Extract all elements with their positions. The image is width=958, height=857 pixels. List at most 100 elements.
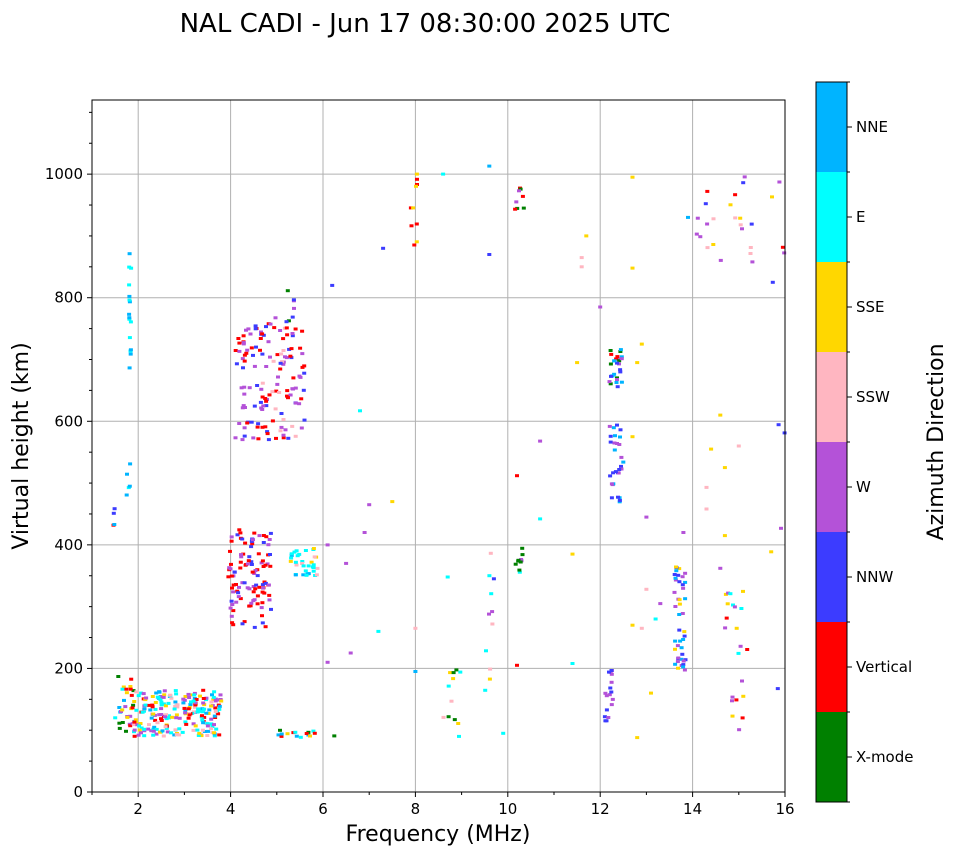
echo-mark <box>612 441 617 445</box>
echo-mark <box>231 590 236 594</box>
echo-mark <box>234 362 239 366</box>
echo-mark <box>249 539 254 543</box>
echo-mark <box>245 421 250 425</box>
echo-mark <box>613 434 617 438</box>
echo-mark <box>258 348 262 352</box>
echo-mark <box>242 581 247 585</box>
echo-mark <box>293 327 298 331</box>
echo-mark <box>487 612 491 616</box>
echo-mark <box>159 713 164 716</box>
echo-mark <box>737 728 742 732</box>
echo-mark <box>612 448 617 452</box>
echo-mark <box>288 393 293 397</box>
echo-mark <box>288 354 293 358</box>
echo-mark <box>149 716 154 720</box>
echo-mark <box>312 731 317 735</box>
echo-mark <box>639 342 644 346</box>
echo-mark <box>285 394 289 398</box>
echo-mark <box>311 547 316 550</box>
echo-mark <box>250 570 255 574</box>
echo-mark <box>167 714 171 718</box>
echo-mark <box>136 694 141 698</box>
echo-mark <box>292 550 297 554</box>
echo-mark <box>129 677 134 681</box>
echo-mark <box>229 599 234 603</box>
echo-mark <box>513 207 518 211</box>
echo-mark <box>515 663 519 667</box>
echo-mark <box>287 347 292 351</box>
echo-mark <box>205 734 210 737</box>
echo-mark <box>249 560 254 564</box>
colorbar-label: SSE <box>856 298 885 316</box>
echo-mark <box>240 438 245 442</box>
echo-mark <box>284 326 289 330</box>
echo-mark <box>617 498 622 502</box>
echo-mark <box>263 425 268 429</box>
echo-mark <box>123 705 128 709</box>
echo-mark <box>294 549 299 553</box>
echo-mark <box>608 382 613 386</box>
echo-mark <box>615 442 619 445</box>
echo-mark <box>260 614 264 618</box>
echo-mark <box>266 438 271 442</box>
echo-mark <box>266 543 271 547</box>
echo-mark <box>138 722 143 725</box>
echo-mark <box>446 715 451 719</box>
echo-mark <box>260 395 265 399</box>
echo-mark <box>607 693 612 697</box>
echo-mark <box>609 352 614 356</box>
echo-mark <box>734 698 739 702</box>
echo-mark <box>344 561 349 565</box>
echo-mark <box>290 334 295 338</box>
echo-mark <box>157 690 162 694</box>
echo-mark <box>260 583 265 587</box>
echo-mark <box>733 193 738 197</box>
echo-mark <box>266 583 271 587</box>
echo-mark <box>298 346 303 350</box>
echo-mark <box>705 189 710 193</box>
echo-mark <box>255 384 260 387</box>
echo-mark <box>149 729 154 733</box>
echo-mark <box>619 357 624 361</box>
echo-mark <box>231 609 236 613</box>
echo-mark <box>608 440 613 444</box>
echo-mark <box>517 189 521 193</box>
echo-mark <box>197 731 202 735</box>
echo-mark <box>298 735 303 739</box>
echo-mark <box>264 325 268 329</box>
echo-mark <box>413 670 418 673</box>
echo-mark <box>518 187 523 191</box>
echo-mark <box>162 689 167 693</box>
echo-mark <box>677 613 682 616</box>
echo-mark <box>487 574 492 578</box>
echo-mark <box>151 729 156 733</box>
echo-mark <box>263 625 268 629</box>
echo-mark <box>286 319 291 323</box>
echo-mark <box>348 651 353 655</box>
echo-mark <box>154 727 159 731</box>
echo-mark <box>681 659 686 663</box>
echo-mark <box>267 593 272 597</box>
echo-mark <box>259 330 263 334</box>
echo-mark <box>260 559 265 563</box>
echo-mark <box>734 626 739 630</box>
echo-mark <box>724 616 729 620</box>
echo-mark <box>189 700 193 704</box>
echo-mark <box>237 349 242 353</box>
echo-mark <box>229 539 234 543</box>
echo-mark <box>259 561 264 565</box>
echo-mark <box>132 700 137 703</box>
echo-mark <box>609 703 614 707</box>
echo-mark <box>301 564 306 568</box>
echo-mark <box>607 424 612 428</box>
echo-mark <box>411 206 416 210</box>
echo-mark <box>177 727 182 731</box>
echo-mark <box>150 695 155 698</box>
echo-mark <box>148 708 153 712</box>
echo-mark <box>247 587 252 591</box>
echo-mark <box>260 601 265 605</box>
echo-mark <box>236 595 241 599</box>
echo-mark <box>376 629 381 633</box>
echo-mark <box>186 707 191 711</box>
echo-mark <box>273 316 278 320</box>
